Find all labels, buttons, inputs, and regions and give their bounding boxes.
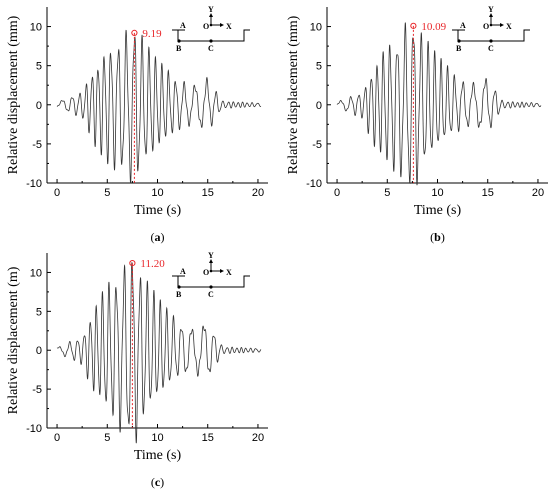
y-tick-label: -5	[312, 139, 322, 151]
inset-y-arrowhead	[489, 13, 493, 17]
y-tick-label: -10	[306, 178, 322, 190]
inset-label-a: A	[180, 267, 186, 276]
y-tick-label: -10	[26, 178, 42, 190]
inset-point-b	[177, 39, 181, 43]
y-tick-label: 5	[316, 61, 322, 73]
inset-point-b	[457, 39, 461, 43]
y-axis-label: Relative displacement (m)	[6, 266, 21, 414]
y-tick-label: 0	[36, 345, 42, 357]
x-tick-label: 0	[54, 432, 60, 444]
inset-y-arrowhead	[209, 259, 213, 263]
inset-x-arrowhead	[500, 23, 504, 27]
displacement-series-line	[56, 262, 262, 444]
x-tick-label: 5	[104, 187, 110, 199]
y-tick-label: 10	[310, 22, 322, 34]
inset-label-y: Y	[488, 5, 494, 14]
x-tick-label: 5	[104, 432, 110, 444]
x-tick-label: 0	[334, 187, 340, 199]
x-tick-label: 0	[54, 187, 60, 199]
displacement-series-line	[56, 29, 262, 184]
inset-schematic: A B C O X Y	[452, 5, 530, 53]
y-tick-label: 5	[36, 306, 42, 318]
y-axis-label: Relative displacement (mm)	[286, 15, 301, 174]
y-tick-label: -5	[32, 384, 42, 396]
panel-label: (b)	[430, 230, 445, 244]
inset-label-o: O	[203, 22, 209, 31]
x-tick-label: 10	[151, 432, 163, 444]
inset-label-o: O	[203, 268, 209, 277]
x-axis-label: Time (s)	[134, 448, 182, 463]
x-tick-label: 15	[202, 187, 214, 199]
x-axis-label: Time (s)	[134, 203, 182, 218]
y-tick-label: 5	[36, 61, 42, 73]
inset-label-b: B	[176, 44, 182, 53]
inset-y-arrowhead	[209, 13, 213, 17]
y-tick-label: 10	[30, 267, 42, 279]
inset-point-c	[209, 285, 213, 289]
x-tick-label: 20	[252, 432, 264, 444]
x-tick-label: 5	[384, 187, 390, 199]
inset-structure-outline	[172, 275, 250, 288]
peak-value-label: 9.19	[142, 28, 162, 40]
chart-panel-3: 0 5 10 15 20 -10 -5 0 5 10 Time (s) Relative displa…	[6, 251, 268, 489]
y-tick-label: -10	[26, 423, 42, 435]
y-tick-label: -5	[32, 139, 42, 151]
panel-label: (a)	[151, 230, 165, 244]
displacement-series-line	[336, 22, 542, 186]
inset-label-o: O	[483, 22, 489, 31]
inset-point-b	[177, 285, 181, 289]
inset-label-a: A	[460, 21, 466, 30]
inset-point-c	[209, 39, 213, 43]
inset-label-x: X	[506, 22, 512, 31]
y-tick-label: 0	[36, 100, 42, 112]
inset-x-arrowhead	[220, 23, 224, 27]
y-tick-label: 10	[30, 22, 42, 34]
inset-label-y: Y	[208, 5, 214, 14]
inset-label-y: Y	[208, 251, 214, 260]
peak-value-label: 11.20	[140, 258, 165, 270]
inset-point-c	[489, 39, 493, 43]
inset-label-b: B	[456, 44, 462, 53]
x-tick-label: 10	[431, 187, 443, 199]
panel-label: (c)	[151, 475, 164, 489]
peak-marker	[129, 260, 136, 267]
x-axis-label: Time (s)	[414, 203, 462, 218]
x-tick-label: 10	[151, 187, 163, 199]
inset-schematic: A B C O X Y	[172, 5, 250, 53]
inset-label-b: B	[176, 290, 182, 299]
x-tick-label: 20	[532, 187, 544, 199]
chart-panel-1: 0 5 10 15 20 -10 -5 0 5 10 Time (s) Relative displa…	[6, 5, 268, 244]
inset-structure-outline	[172, 29, 250, 42]
inset-x-arrowhead	[220, 269, 224, 273]
peak-value-label: 10.09	[421, 21, 446, 33]
chart-panel-2: 0 5 10 15 20 -10 -5 0 5 10 Time (s) Relative displa…	[286, 5, 548, 244]
inset-label-x: X	[226, 22, 232, 31]
y-axis-label: Relative displacement (mm)	[6, 15, 21, 174]
inset-label-c: C	[488, 44, 494, 53]
peak-marker	[410, 22, 417, 29]
x-tick-label: 15	[482, 187, 494, 199]
inset-label-c: C	[208, 290, 214, 299]
inset-schematic: A B C O X Y	[172, 251, 250, 299]
inset-label-c: C	[208, 44, 214, 53]
inset-label-x: X	[226, 268, 232, 277]
y-tick-label: 0	[316, 100, 322, 112]
inset-structure-outline	[452, 29, 530, 42]
inset-label-a: A	[180, 21, 186, 30]
x-tick-label: 20	[252, 187, 264, 199]
x-tick-label: 15	[202, 432, 214, 444]
peak-marker	[131, 29, 138, 36]
